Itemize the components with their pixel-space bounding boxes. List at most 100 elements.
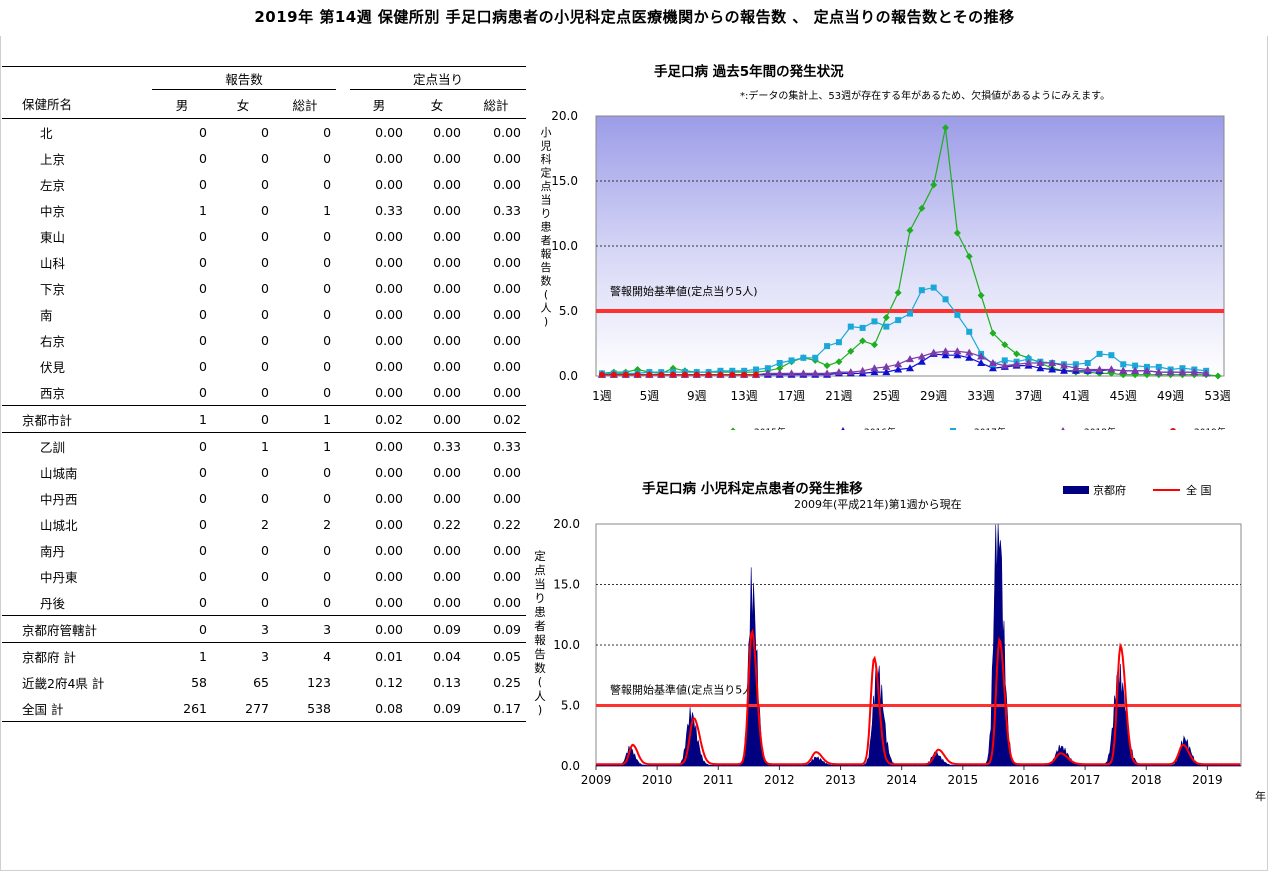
- y-axis-label-char: 告: [534, 647, 546, 661]
- gap: [336, 642, 351, 669]
- legend-label: 2019年: [1194, 426, 1226, 430]
- col-header-total-per: 総計: [466, 89, 527, 119]
- col-header-female: 女: [212, 89, 274, 119]
- gap: [336, 327, 350, 353]
- y-axis-label-char: 告: [541, 261, 552, 274]
- row-name: 山城南: [40, 465, 78, 481]
- data-point: [1166, 368, 1175, 376]
- data-point: [775, 369, 784, 377]
- data-point: [610, 371, 617, 378]
- y-axis-label-char: 児: [541, 140, 552, 153]
- row-female-per: 0.00: [433, 332, 462, 348]
- row-female-per: 0.00: [433, 542, 462, 558]
- row-total: 0: [323, 490, 332, 506]
- data-point: [1000, 361, 1009, 369]
- row-total: 0: [323, 358, 332, 374]
- data-point: [834, 368, 843, 376]
- legend-label: 2018年: [1084, 426, 1116, 430]
- data-point: [846, 368, 855, 376]
- table-row: 下京 0 0 0 0.00 0.00 0.00: [2, 275, 526, 301]
- row-female: 0: [261, 542, 269, 558]
- gap: [336, 223, 350, 249]
- legend-label: 京都府: [1093, 483, 1126, 497]
- data-point: [1214, 372, 1222, 380]
- data-point: [1095, 365, 1104, 373]
- row-total-per: 0.02: [466, 405, 527, 433]
- y-tick-label: 0.0: [559, 369, 578, 383]
- legend-marker: [730, 427, 736, 430]
- x-tick-label: 2018: [1131, 773, 1162, 787]
- y-axis-label-char: 定: [534, 549, 546, 563]
- row-male-per: 0.33: [375, 202, 404, 218]
- y-axis-label-char: 定: [541, 166, 552, 180]
- data-point: [906, 226, 914, 234]
- data-point: [1001, 341, 1009, 349]
- x-tick-label: 33週: [967, 389, 994, 403]
- row-female: 65: [253, 674, 269, 690]
- y-axis-label-char: 者: [541, 234, 552, 247]
- row-male: 0: [199, 568, 207, 584]
- row-total: 1: [323, 202, 332, 218]
- row-female: 0: [261, 254, 269, 270]
- row-male: 0: [199, 280, 207, 296]
- table-row: 全国 計 261 277 538 0.08 0.09 0.17: [2, 695, 527, 722]
- x-tick-label: 1週: [592, 389, 612, 403]
- y-axis-label-char: 点: [541, 180, 552, 193]
- row-male-per: 0.00: [350, 432, 409, 459]
- row-total-per: 0.17: [466, 695, 527, 722]
- row-total: 0: [323, 384, 332, 400]
- x-tick-label: 2011: [703, 773, 734, 787]
- gap: [336, 511, 350, 537]
- row-male-per: 0.00: [375, 228, 404, 244]
- data-point: [1036, 364, 1045, 372]
- row-total-per: 0.00: [493, 306, 522, 322]
- row-male-per: 0.00: [375, 358, 404, 374]
- table-row: 京都府管轄計 0 3 3 0.00 0.09 0.09: [2, 615, 527, 643]
- row-total-per: 0.00: [493, 332, 522, 348]
- data-point: [895, 317, 902, 324]
- row-female-per: 0.00: [433, 202, 462, 218]
- threshold-line: [596, 704, 1241, 707]
- data-point: [1132, 362, 1139, 369]
- row-name: 南丹: [40, 543, 66, 559]
- data-point: [977, 352, 986, 360]
- row-male: 0: [199, 542, 207, 558]
- row-male-per: 0.00: [375, 124, 404, 140]
- col-header-female-per: 女: [408, 89, 467, 119]
- row-male-per: 0.00: [375, 384, 404, 400]
- data-point: [1178, 368, 1187, 376]
- row-female: 0: [261, 202, 269, 218]
- y-axis-label-char: 点: [534, 563, 546, 577]
- data-point: [1154, 368, 1163, 376]
- data-point: [918, 204, 926, 212]
- data-point: [942, 296, 949, 303]
- row-female-per: 0.00: [433, 490, 462, 506]
- x-tick-label: 2009: [581, 773, 612, 787]
- row-total: 1: [274, 405, 337, 433]
- data-point: [776, 360, 783, 366]
- data-point: [930, 181, 938, 189]
- data-point: [764, 365, 771, 372]
- gap: [336, 145, 350, 171]
- row-male-per: 0.00: [350, 615, 409, 643]
- row-total-per: 0.00: [493, 542, 522, 558]
- row-male-per: 0.00: [375, 516, 404, 532]
- row-total: 2: [323, 516, 332, 532]
- data-point: [1119, 366, 1128, 374]
- data-point: [835, 339, 842, 346]
- data-point: [847, 347, 855, 355]
- row-female: 0: [261, 358, 269, 374]
- row-name: 上京: [40, 151, 66, 167]
- table-row: 左京 0 0 0 0.00 0.00 0.00: [2, 171, 526, 197]
- y-axis-label-char: ): [538, 703, 543, 717]
- data-point: [977, 359, 986, 366]
- row-total-per: 0.00: [493, 464, 522, 480]
- x-tick-label: 25週: [873, 389, 900, 403]
- row-male-per: 0.00: [375, 332, 404, 348]
- row-name: 中京: [40, 203, 66, 219]
- row-total-per: 0.09: [466, 615, 527, 643]
- gap: [336, 537, 350, 563]
- row-total-per: 0.33: [493, 202, 522, 218]
- row-female: 0: [261, 280, 269, 296]
- x-tick-label: 5週: [640, 389, 660, 403]
